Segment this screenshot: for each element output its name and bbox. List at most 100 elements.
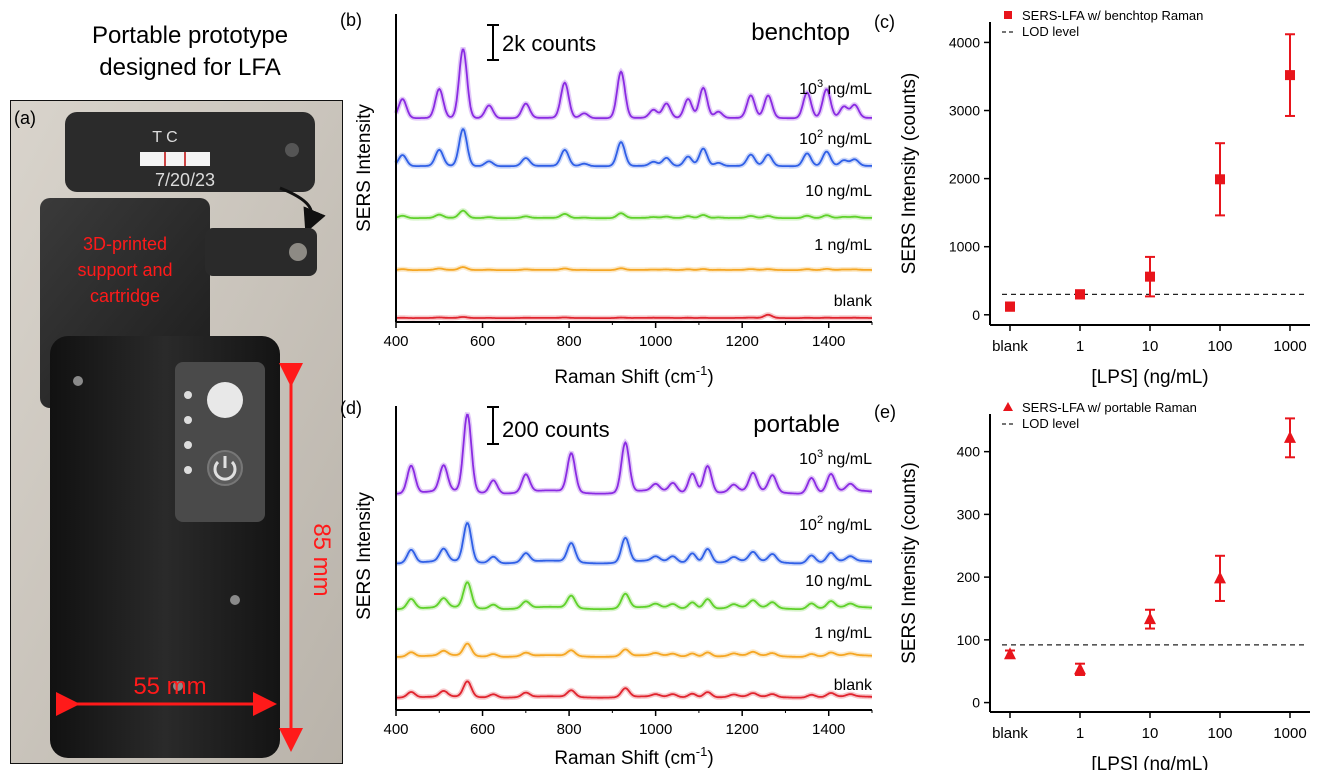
b-x-ticks: 400 600 800 1000 1200 1400 xyxy=(383,322,873,350)
cartridge-label-line2: support and xyxy=(77,260,172,280)
e-panel-letter: (e) xyxy=(874,402,896,422)
portable-spectra-chart: 400 600 800 1000 1200 1400 SERS Intensity Ram… xyxy=(354,406,873,769)
panel-a-title-line2: designed for LFA xyxy=(99,54,281,81)
device-photo: T C 7/20/23 3D-printed support and cartr… xyxy=(9,99,344,765)
strip-marker-text: T C xyxy=(152,129,177,146)
e-ytick-label: 400 xyxy=(957,444,981,460)
d-scale-bar-label: 200 counts xyxy=(502,417,610,442)
d-x-label: Raman Shift (cm-1) xyxy=(554,744,713,769)
b-trace-0 xyxy=(395,48,872,120)
d-xtick-label-1000: 1000 xyxy=(639,721,672,738)
c-xtick-label: 100 xyxy=(1207,338,1232,355)
c-panel-letter: (c) xyxy=(874,12,895,32)
b-xtick-label-1400: 1400 xyxy=(812,333,845,350)
e-x-label: [LPS] (ng/mL) xyxy=(1091,754,1208,770)
b-trace-1 xyxy=(395,128,872,168)
b-trace-labels: 103 ng/mL 102 ng/mL 10 ng/mL 1 ng/mL blank xyxy=(799,78,873,310)
b-trace-label-4: blank xyxy=(834,293,873,310)
width-label: 55 mm xyxy=(133,673,206,700)
panel-b-letter: (b) xyxy=(340,10,362,30)
e-point xyxy=(1004,647,1016,660)
d-trace-2 xyxy=(396,581,873,611)
d-xtick-label-400: 400 xyxy=(383,721,408,738)
e-point xyxy=(1214,571,1226,584)
d-mode-label: portable xyxy=(753,411,840,438)
c-xtick-label: 10 xyxy=(1142,338,1159,355)
device-photo-illustration: T C 7/20/23 3D-printed support and cartr… xyxy=(9,99,344,765)
c-point xyxy=(1215,174,1225,185)
e-ytick-label: 200 xyxy=(957,569,981,585)
e-ytick-label: 0 xyxy=(972,695,980,711)
c-point xyxy=(1145,271,1155,282)
portable-lod-chart: 0 100 200 300 400 blank 1 10 100 1000 SERS-LFA w/ … xyxy=(874,400,1310,770)
d-xtick-label-1400: 1400 xyxy=(812,721,845,738)
strip-date-text: 7/20/23 xyxy=(155,170,215,190)
d-trace-labels: 103 ng/mL 102 ng/mL 10 ng/mL 1 ng/mL blank xyxy=(799,448,873,694)
cartridge-label-line3: cartridge xyxy=(90,286,160,306)
e-ytick-label: 100 xyxy=(957,632,981,648)
b-xtick-label-600: 600 xyxy=(470,333,495,350)
b-y-label: SERS Intensity xyxy=(354,104,375,232)
e-point xyxy=(1074,662,1086,675)
e-point xyxy=(1284,430,1296,443)
c-xtick-label: blank xyxy=(992,338,1028,355)
b-trace-label-3: 1 ng/mL xyxy=(814,237,872,254)
e-point xyxy=(1144,612,1156,625)
d-trace-0 xyxy=(396,413,873,495)
d-x-ticks: 400 600 800 1000 1200 1400 xyxy=(383,710,873,738)
c-point xyxy=(1285,70,1295,81)
c-xtick-label: 1 xyxy=(1076,338,1084,355)
c-ytick-label: 3000 xyxy=(949,103,980,119)
b-scale-bar-label: 2k counts xyxy=(502,31,596,56)
c-ytick-label: 0 xyxy=(972,307,980,323)
c-ytick-label: 4000 xyxy=(949,34,980,50)
b-mode-label: benchtop xyxy=(751,19,850,46)
c-legend-lod-label: LOD level xyxy=(1022,24,1079,39)
b-xtick-label-1200: 1200 xyxy=(725,333,758,350)
d-trace-label-0: 103 ng/mL xyxy=(799,448,872,468)
e-xtick-label: 1 xyxy=(1076,725,1084,742)
insert-arrow xyxy=(279,186,326,234)
lens-window xyxy=(207,382,243,418)
benchtop-lod-chart: 0 1000 2000 3000 4000 blank 1 10 100 1000 SERS-LFA… xyxy=(874,8,1310,388)
d-scale-bar: 200 counts xyxy=(487,406,610,445)
benchtop-spectra-chart: 400 600 800 1000 1200 1400 SERS Intensity Ram… xyxy=(354,14,873,388)
c-y-label: SERS Intensity (counts) xyxy=(899,73,920,275)
d-trace-label-3: 1 ng/mL xyxy=(814,625,872,642)
e-legend-marker xyxy=(1003,402,1013,411)
c-ytick-label: 2000 xyxy=(949,171,980,187)
b-xtick-label-400: 400 xyxy=(383,333,408,350)
e-legend-lod-label: LOD level xyxy=(1022,416,1079,431)
d-xtick-label-600: 600 xyxy=(470,721,495,738)
d-trace-3 xyxy=(396,642,872,658)
c-point xyxy=(1075,289,1085,300)
b-trace-4 xyxy=(396,313,872,319)
b-xtick-label-800: 800 xyxy=(557,333,582,350)
cartridge-label-line1: 3D-printed xyxy=(83,234,167,254)
c-ytick-label: 1000 xyxy=(949,239,980,255)
panel-d-letter: (d) xyxy=(340,398,362,418)
d-trace-label-4: blank xyxy=(834,677,873,694)
b-scale-bar: 2k counts xyxy=(487,24,596,61)
b-trace-label-0: 103 ng/mL xyxy=(799,78,872,98)
d-trace-1 xyxy=(396,522,873,565)
d-trace-label-2: 10 ng/mL xyxy=(805,573,872,590)
d-xtick-label-1200: 1200 xyxy=(725,721,758,738)
b-trace-3 xyxy=(395,266,872,271)
c-legend-marker xyxy=(1004,11,1012,19)
c-xtick-label: 1000 xyxy=(1273,338,1306,355)
c-x-label: [LPS] (ng/mL) xyxy=(1091,367,1208,388)
d-trace-4 xyxy=(396,680,872,699)
b-trace-2 xyxy=(395,209,873,220)
e-xtick-label: 1000 xyxy=(1273,725,1306,742)
d-trace-label-1: 102 ng/mL xyxy=(799,514,872,534)
e-ytick-label: 300 xyxy=(957,506,981,522)
e-xtick-label: 10 xyxy=(1142,725,1159,742)
b-trace-label-1: 102 ng/mL xyxy=(799,128,872,148)
panel-a-letter: (a) xyxy=(14,108,36,128)
portable-traces xyxy=(396,411,873,701)
e-xtick-label: blank xyxy=(992,725,1028,742)
panel-a-title: Portable prototype designed for LFA xyxy=(40,20,340,84)
c-legend-series-label: SERS-LFA w/ benchtop Raman xyxy=(1022,8,1203,23)
b-trace-label-2: 10 ng/mL xyxy=(805,183,872,200)
